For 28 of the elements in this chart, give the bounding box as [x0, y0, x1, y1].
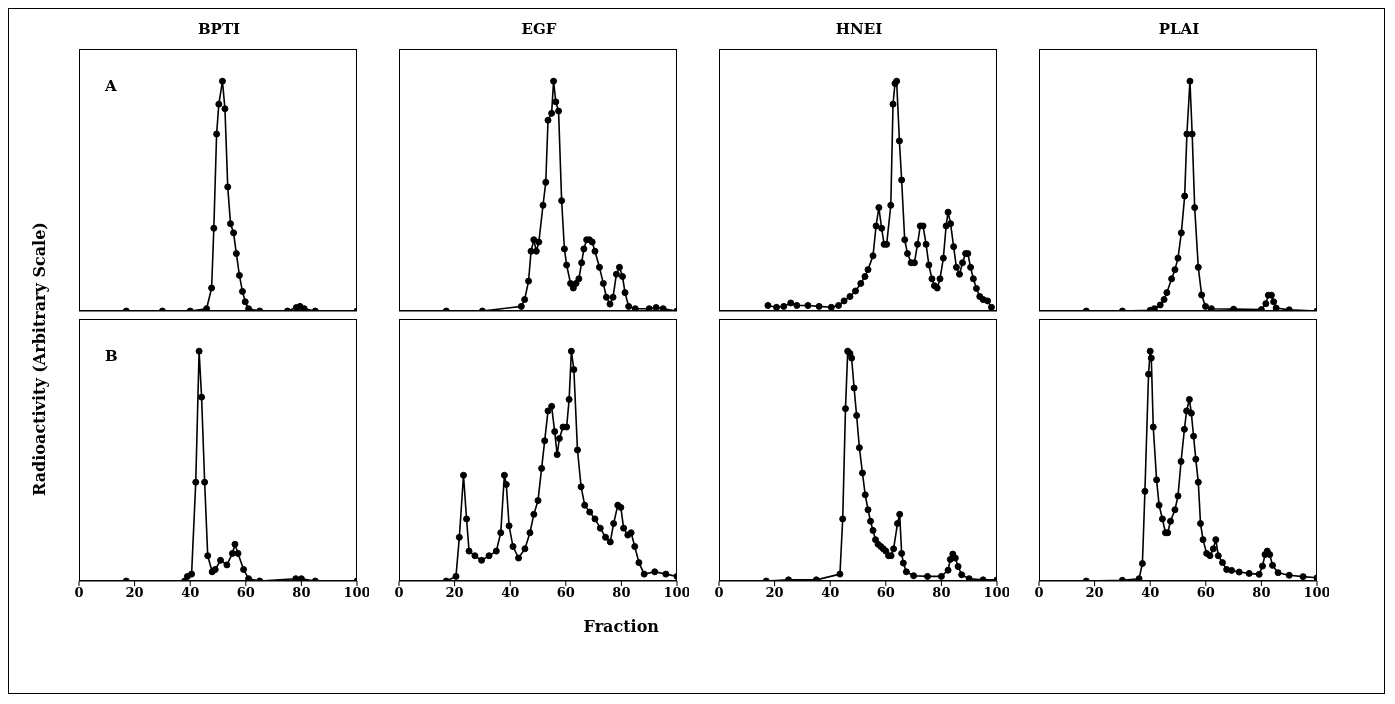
x-axis-title: Fraction: [582, 617, 660, 636]
x-tick-label: 40: [181, 585, 200, 601]
x-tick-label: 60: [556, 585, 575, 601]
x-tick-label: 20: [445, 585, 464, 601]
chart-title: BPTI: [196, 19, 242, 40]
annotation: A: [105, 77, 117, 95]
x-tick-label: 0: [714, 585, 724, 601]
x-tick-label: 0: [1034, 585, 1044, 601]
y-axis-title: Radioactivity (Arbitrary Scale): [29, 222, 49, 496]
chart-title: PLAI: [1157, 19, 1201, 40]
x-tick-label: 40: [501, 585, 520, 601]
x-tick-label: 40: [821, 585, 840, 601]
x-tick-label: 80: [292, 585, 311, 601]
chart-title: HNEI: [834, 19, 884, 40]
x-tick-label: 80: [1252, 585, 1271, 601]
x-tick-label: 40: [1141, 585, 1160, 601]
x-tick-label: 80: [932, 585, 951, 601]
x-tick-label: 0: [74, 585, 84, 601]
x-tick-label: 0: [394, 585, 404, 601]
x-tick-label: 80: [612, 585, 631, 601]
x-tick-label: 20: [125, 585, 144, 601]
annotation: B: [105, 347, 118, 365]
x-tick-label: 60: [1196, 585, 1215, 601]
x-tick-label: 60: [876, 585, 895, 601]
x-tick-label: 20: [1085, 585, 1104, 601]
chart-title: EGF: [520, 19, 558, 40]
x-tick-label: 20: [765, 585, 784, 601]
x-tick-label: 60: [236, 585, 255, 601]
